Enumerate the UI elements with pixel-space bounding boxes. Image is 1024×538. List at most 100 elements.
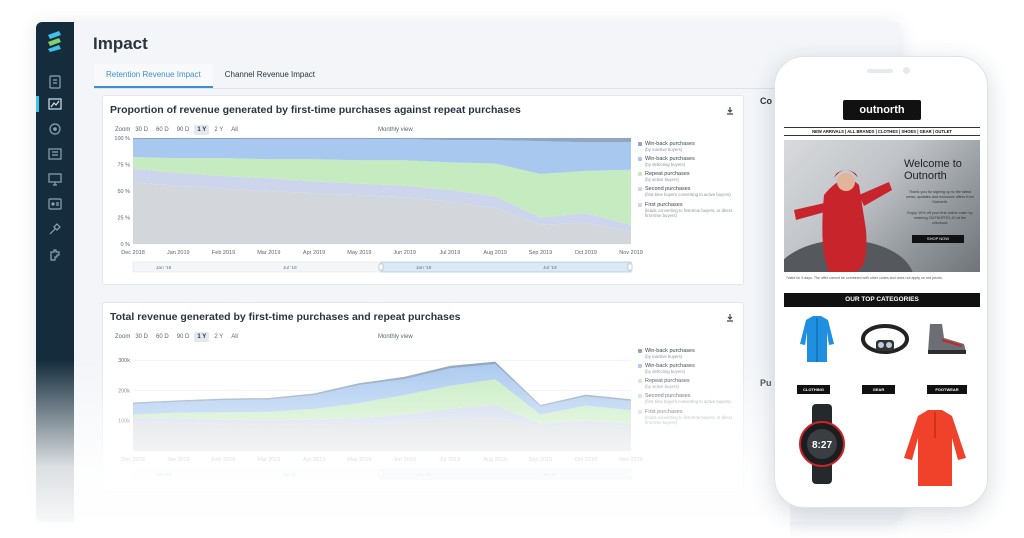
legend-item[interactable]: Win-back purchases (by inactive buyers) xyxy=(638,348,738,359)
x-tick-label: Jun 2019 xyxy=(393,457,416,463)
dashboard-window: Impact Retention Revenue Impact Channel … xyxy=(36,22,900,522)
x-tick-label: Mar 2019 xyxy=(257,250,280,256)
legend-item[interactable]: Win-back purchases (by defecting buyers) xyxy=(638,363,738,374)
tools-icon[interactable] xyxy=(47,221,63,237)
legend-item[interactable]: Win-back purchases (by inactive buyers) xyxy=(638,141,738,152)
legend-description: (leads converting to first-time buyers, … xyxy=(645,414,733,425)
legend-item[interactable]: First purchases (leads converting to firs… xyxy=(638,409,738,425)
monitor-icon[interactable] xyxy=(47,171,63,187)
navigator-label: Jul '19 xyxy=(543,265,557,271)
zoom-2y-button[interactable]: 2 Y xyxy=(214,334,224,340)
right-panel-heading: Pu xyxy=(760,378,772,388)
x-tick-label: Oct 2019 xyxy=(575,457,597,463)
contacts-icon[interactable] xyxy=(47,196,63,212)
chart-legend: Win-back purchases (by inactive buyers) Wi… xyxy=(638,141,738,222)
area-series-4[interactable] xyxy=(133,138,631,143)
hero-text: Thank you for signing up to the latest n… xyxy=(906,190,974,225)
fleece-product-image[interactable] xyxy=(900,408,970,486)
zoom-30d-button[interactable]: 30 D xyxy=(135,334,149,340)
legend-description: (by active buyers) xyxy=(645,384,679,390)
view-mode-label: Monthly view xyxy=(378,334,413,340)
legend-description: (first-time buyers converting to active … xyxy=(645,399,731,405)
y-tick-label: 200k xyxy=(118,388,130,394)
x-tick-label: Oct 2019 xyxy=(575,250,597,256)
jacket-product-image[interactable] xyxy=(798,314,836,364)
legend-item[interactable]: Win-back purchases (by defecting buyers) xyxy=(638,156,738,167)
categories-title: OUR TOP CATEGORIES xyxy=(784,293,980,307)
boot-product-image[interactable] xyxy=(922,322,968,356)
zoom-90d-button[interactable]: 90 D xyxy=(176,334,190,340)
zoom-controls: Zoom 30 D 60 D 90 D 1 Y 2 Y All xyxy=(115,125,241,135)
legend-item[interactable]: Repeat purchases (by active buyers) xyxy=(638,171,738,182)
report-icon[interactable] xyxy=(47,74,63,90)
hero-title: Welcome to Outnorth xyxy=(904,158,962,183)
x-tick-label: Jun 2019 xyxy=(393,250,416,256)
chart-legend: Win-back purchases (by inactive buyers) Wi… xyxy=(638,348,738,429)
navigator-handle-left[interactable] xyxy=(378,470,384,478)
zoom-90d-button[interactable]: 90 D xyxy=(176,127,190,133)
legend-item[interactable]: Repeat purchases (by active buyers) xyxy=(638,378,738,389)
brand-logo-icon[interactable] xyxy=(45,30,65,52)
category-footwear-button[interactable]: FOOTWEAR xyxy=(927,385,967,394)
zoom-1y-button[interactable]: 1 Y xyxy=(194,125,210,135)
download-icon[interactable] xyxy=(725,313,735,323)
proportion-area-chart: 0 % 25 % 50 % 75 % 100 % Dec 2018 Jan 2019 Feb … xyxy=(111,136,643,284)
shop-now-button[interactable]: SHOP NOW xyxy=(912,235,964,243)
zoom-1y-button[interactable]: 1 Y xyxy=(194,332,210,342)
phone-speaker xyxy=(867,69,893,73)
legend-swatch xyxy=(638,172,642,177)
area-series-2[interactable] xyxy=(133,157,631,225)
category-clothing-button[interactable]: CLOTHING xyxy=(797,385,830,394)
navigator-label: Jan '18 xyxy=(156,265,172,271)
integrations-icon[interactable] xyxy=(47,246,63,262)
watch-product-image[interactable]: 8:27 xyxy=(796,404,848,484)
zoom-all-button[interactable]: All xyxy=(231,334,238,340)
download-icon[interactable] xyxy=(725,106,735,116)
zoom-2y-button[interactable]: 2 Y xyxy=(214,127,224,133)
legend-label: Repeat purchases xyxy=(645,171,690,178)
legend-swatch xyxy=(638,349,642,353)
navigator-handle-right[interactable] xyxy=(627,263,633,271)
campaigns-icon[interactable] xyxy=(47,146,63,162)
legend-item[interactable]: Second purchases (first-time buyers conve… xyxy=(638,186,738,197)
hero-banner[interactable]: Welcome to Outnorth Thank you for signin… xyxy=(784,140,980,272)
x-tick-label: Apr 2019 xyxy=(303,250,325,256)
settings-icon[interactable] xyxy=(47,121,63,137)
legend-item[interactable]: First purchases (leads converting to firs… xyxy=(638,202,738,218)
svg-text:8:27: 8:27 xyxy=(812,440,832,451)
navigator-handle-left[interactable] xyxy=(378,263,384,271)
navigator-label: Jul '18 xyxy=(283,472,297,478)
legend-label: First purchases xyxy=(645,201,683,208)
chart-title: Total revenue generated by first-time pu… xyxy=(110,311,461,323)
tab-retention-revenue-impact[interactable]: Retention Revenue Impact xyxy=(94,64,213,88)
analytics-icon[interactable] xyxy=(47,96,63,112)
zoom-60d-button[interactable]: 60 D xyxy=(156,127,169,133)
navigator-label: Jan '19 xyxy=(416,265,432,271)
outnorth-logo[interactable]: outnorth xyxy=(843,100,921,120)
tab-bar: Retention Revenue Impact Channel Revenue… xyxy=(94,64,327,88)
legend-description: (by defecting buyers) xyxy=(645,162,686,168)
email-nav[interactable]: NEW ARRIVALS | ALL BRANDS | CLOTHES | SH… xyxy=(784,127,980,136)
zoom-60d-button[interactable]: 60 D xyxy=(156,334,169,340)
zoom-all-button[interactable]: All xyxy=(231,127,238,133)
zoom-30d-button[interactable]: 30 D xyxy=(135,127,149,133)
zoom-controls: Zoom 30 D 60 D 90 D 1 Y 2 Y All xyxy=(115,332,241,342)
x-tick-label: Dec 2018 xyxy=(121,457,145,463)
hero-photo xyxy=(784,170,913,272)
y-tick-label: 0 % xyxy=(121,242,131,248)
area-series-3[interactable] xyxy=(133,139,631,175)
tab-divider xyxy=(94,88,784,89)
tab-channel-revenue-impact[interactable]: Channel Revenue Impact xyxy=(224,70,316,79)
navigator-handle-right[interactable] xyxy=(627,470,633,478)
email-preview: outnorth NEW ARRIVALS | ALL BRANDS | CLO… xyxy=(782,86,982,489)
legend-item[interactable]: Second purchases (first-time buyers conve… xyxy=(638,393,738,404)
area-series-0[interactable] xyxy=(133,182,631,244)
navigator-label: Jan '19 xyxy=(416,472,432,478)
legend-swatch xyxy=(638,142,642,146)
y-tick-label: 100k xyxy=(118,419,130,425)
headlamp-product-image[interactable] xyxy=(860,322,910,356)
category-gear-button[interactable]: GEAR xyxy=(862,385,895,394)
x-tick-label: Sep 2019 xyxy=(529,457,553,463)
sidebar-active-indicator xyxy=(36,96,39,112)
area-series-1[interactable] xyxy=(133,168,631,232)
